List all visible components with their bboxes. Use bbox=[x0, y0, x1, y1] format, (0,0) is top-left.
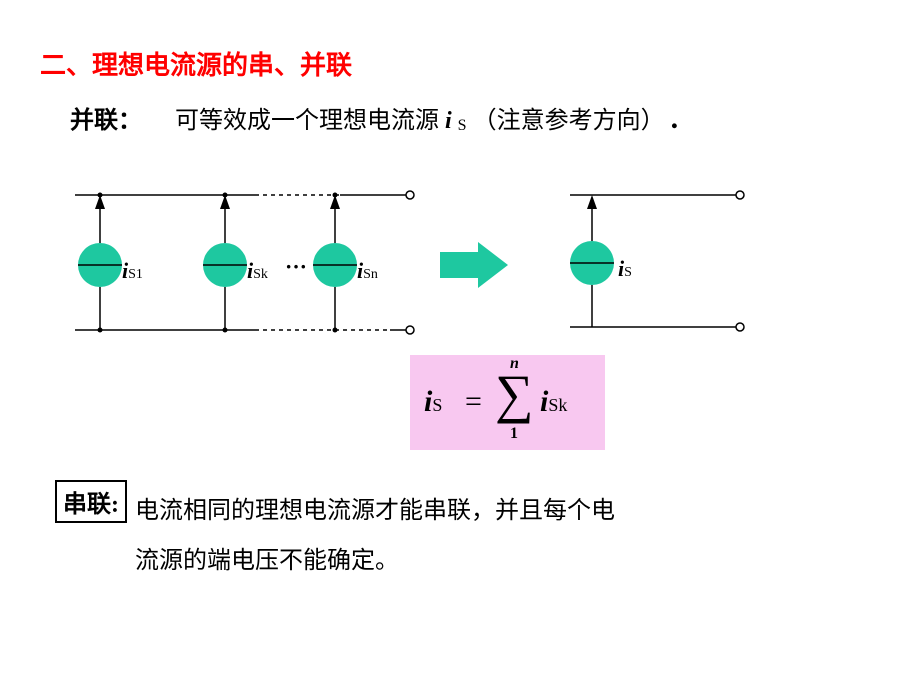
equiv-arrow-icon bbox=[440, 240, 515, 290]
eq-equals: = bbox=[465, 385, 482, 419]
parallel-desc-prefix: 可等效成一个理想电流源 bbox=[175, 108, 439, 134]
parallel-desc-period: . bbox=[671, 102, 679, 135]
source2-sub: Sk bbox=[253, 267, 268, 282]
series-desc-line1: 电流相同的理想电流源才能串联，并且每个电 bbox=[135, 490, 615, 525]
eq-sum-icon: ∑ bbox=[495, 367, 534, 421]
source3-sub: Sn bbox=[363, 267, 378, 282]
source-right-sub: S bbox=[624, 265, 632, 280]
parallel-desc-var: i bbox=[445, 108, 452, 134]
source2-label: iSk bbox=[247, 258, 268, 284]
eq-lhs-sub: S bbox=[432, 395, 442, 415]
parallel-desc: 可等效成一个理想电流源 i S （注意参考方向） . bbox=[175, 100, 678, 136]
parallel-label: 并联： bbox=[70, 100, 142, 135]
circuit-right bbox=[555, 175, 765, 355]
equation-box: iS = ∑ n 1 iSk bbox=[410, 355, 605, 450]
parallel-desc-sub: S bbox=[458, 117, 467, 134]
source3-label: iSn bbox=[357, 258, 378, 284]
source1-label: iS1 bbox=[122, 258, 143, 284]
section-title: 二、理想电流源的串、并联 bbox=[40, 45, 352, 82]
series-label-box: 串联: bbox=[55, 480, 127, 523]
eq-sum-top: n bbox=[510, 355, 519, 373]
series-desc-line2: 流源的端电压不能确定。 bbox=[135, 540, 399, 575]
eq-rhs-sub: Sk bbox=[548, 395, 567, 415]
source1-sub: S1 bbox=[128, 267, 143, 282]
source-right-label: iS bbox=[618, 256, 632, 282]
parallel-desc-suffix: （注意参考方向） bbox=[473, 108, 665, 134]
ellipsis: ··· bbox=[285, 254, 307, 280]
series-label: 串联: bbox=[63, 492, 119, 518]
eq-sum-bot: 1 bbox=[510, 425, 518, 443]
